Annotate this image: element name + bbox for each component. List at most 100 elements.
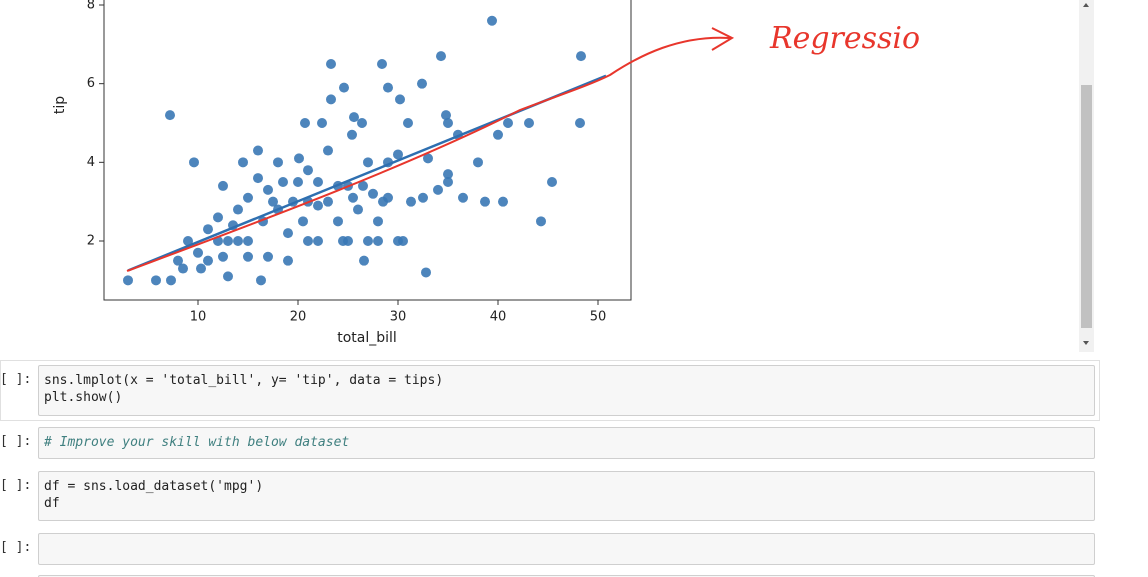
point [303, 165, 313, 176]
point [293, 177, 303, 187]
point [243, 192, 253, 203]
point [317, 118, 327, 128]
point [326, 59, 336, 69]
point [373, 216, 383, 227]
point [203, 224, 213, 235]
point [326, 94, 336, 105]
x-tick-label: 50 [590, 310, 607, 325]
point [189, 157, 199, 168]
point [278, 177, 288, 187]
annotation-text: Regressio [769, 21, 920, 56]
code-input[interactable] [38, 575, 1095, 577]
point [298, 216, 308, 227]
code-input[interactable] [38, 533, 1095, 565]
point [421, 267, 431, 278]
cell-prompt: [ ]: [0, 478, 32, 493]
point [418, 192, 428, 203]
point [223, 236, 233, 246]
point [303, 236, 313, 246]
output-area: 10 20 30 40 50 2 4 6 8 Regressio total_bill tip [52, 0, 1094, 352]
code-line: sns.lmplot(x = 'total_bill', y= 'tip', d… [44, 373, 444, 388]
point [243, 251, 253, 262]
point [183, 236, 193, 246]
axes-frame [103, 0, 632, 301]
point [123, 275, 133, 286]
point [363, 236, 373, 246]
point [268, 196, 278, 207]
code-line: df [44, 496, 60, 511]
annotation-arrow [711, 27, 735, 51]
point [576, 51, 586, 62]
code-input[interactable]: # Improve your skill with below dataset [38, 427, 1095, 459]
point [417, 78, 427, 89]
point [383, 82, 393, 93]
point [233, 236, 243, 246]
x-tick-label: 20 [290, 310, 307, 325]
point [273, 157, 283, 168]
point [347, 129, 357, 140]
point [480, 196, 490, 207]
point [333, 216, 343, 227]
point [443, 118, 453, 128]
point [193, 247, 203, 258]
point [339, 82, 349, 93]
point [498, 196, 508, 207]
point [300, 118, 310, 128]
point [243, 236, 253, 246]
x-tick-label: 40 [490, 310, 507, 325]
point [283, 255, 293, 266]
y-tick-label: 2 [87, 234, 95, 249]
point [178, 263, 188, 274]
point [357, 118, 367, 128]
point [575, 118, 585, 128]
y-tick-label: 8 [87, 0, 95, 13]
point [323, 145, 333, 156]
point [233, 204, 243, 215]
point [536, 216, 546, 227]
cell-prompt: [ ]: [0, 434, 32, 449]
cell-frame[interactable] [0, 360, 1100, 421]
point [547, 177, 557, 187]
point [406, 196, 416, 207]
cell-prompt: [ ]: [0, 372, 32, 387]
point [443, 169, 453, 180]
code-line: df = sns.load_dataset('mpg') [44, 479, 264, 494]
point [359, 255, 369, 266]
point [283, 228, 293, 239]
point [294, 153, 304, 164]
point [368, 188, 378, 199]
point [524, 118, 534, 128]
point [503, 118, 513, 128]
scrollbar-thumb[interactable] [1081, 85, 1092, 328]
code-input[interactable]: df = sns.load_dataset('mpg')df [38, 471, 1095, 521]
point [377, 59, 387, 69]
point [238, 157, 248, 168]
point [398, 236, 408, 246]
point [373, 236, 383, 246]
point [203, 255, 213, 266]
point [395, 94, 405, 105]
point [423, 153, 433, 164]
point [173, 255, 183, 266]
x-tick-label: 30 [390, 310, 407, 325]
point [253, 145, 263, 156]
point [473, 157, 483, 168]
point [263, 184, 273, 195]
point [166, 275, 176, 286]
point [218, 180, 228, 191]
x-tick-label: 10 [190, 310, 207, 325]
annotation-stroke [126, 36, 731, 272]
cell-prompt: [ ]: [0, 540, 32, 555]
point [165, 110, 175, 121]
point [256, 275, 266, 286]
point [403, 118, 413, 128]
point [487, 15, 497, 26]
point [313, 177, 323, 187]
code-line: # Improve your skill with below dataset [44, 435, 350, 450]
point [263, 251, 273, 262]
code-input[interactable]: sns.lmplot(x = 'total_bill', y= 'tip', d… [38, 365, 1095, 416]
point [313, 200, 323, 211]
point [313, 236, 323, 246]
point [383, 192, 393, 203]
